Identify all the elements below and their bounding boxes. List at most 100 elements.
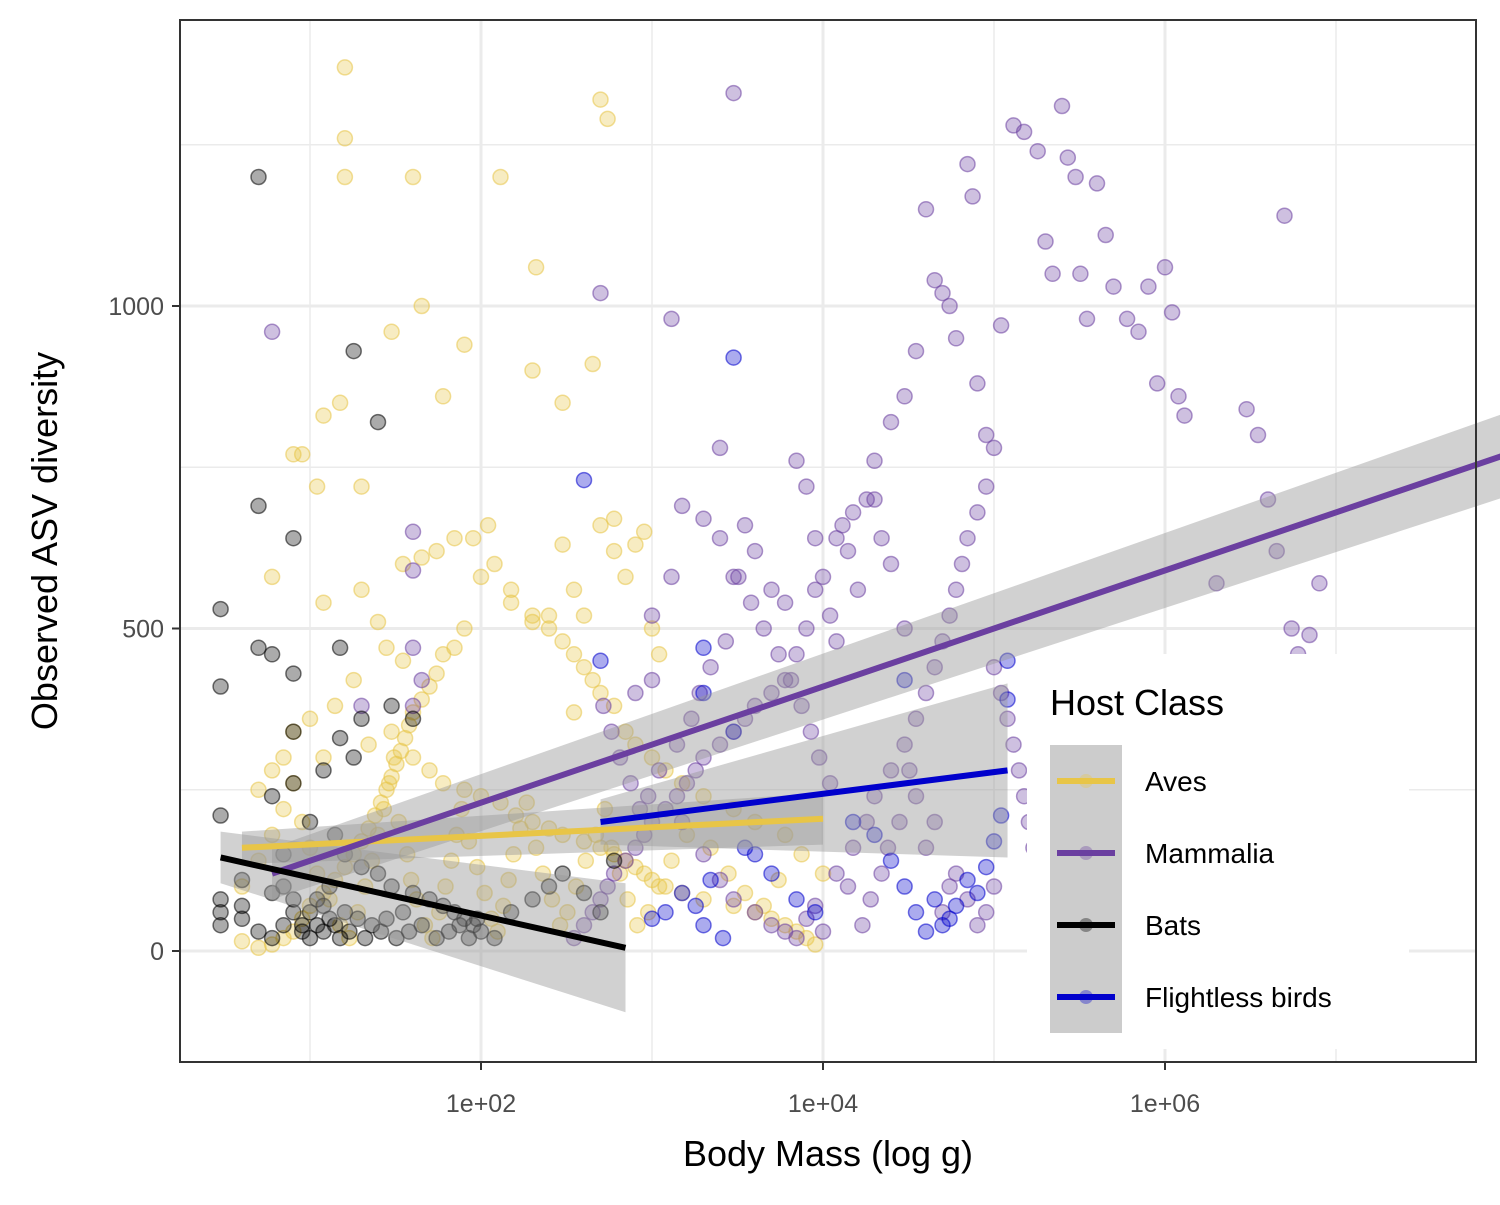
data-point <box>380 775 398 792</box>
data-point <box>882 555 900 573</box>
data-point <box>873 529 890 547</box>
data-point <box>285 529 302 547</box>
data-point <box>584 355 601 373</box>
data-point <box>363 916 381 934</box>
data-point <box>896 620 913 637</box>
data-point <box>336 59 354 76</box>
data-point <box>882 413 900 431</box>
data-point <box>421 762 438 779</box>
data-point <box>540 607 558 624</box>
data-point <box>404 562 422 579</box>
data-point <box>668 787 686 805</box>
data-point <box>992 317 1010 334</box>
data-point <box>263 787 281 805</box>
data-point <box>321 910 338 928</box>
data-point <box>605 510 623 528</box>
data-point <box>398 846 416 863</box>
data-point <box>575 658 593 676</box>
data-point <box>250 923 267 940</box>
data-point <box>212 600 229 618</box>
data-point <box>456 781 473 799</box>
confidence-band <box>220 831 626 1013</box>
data-point <box>554 536 571 553</box>
data-point <box>301 813 319 831</box>
data-point <box>650 762 668 779</box>
data-point <box>806 529 824 547</box>
data-point <box>331 394 349 412</box>
data-point <box>806 936 824 953</box>
data-point <box>394 904 412 921</box>
data-point <box>575 884 593 902</box>
data-point <box>592 284 609 302</box>
data-point <box>711 529 729 547</box>
data-point <box>336 168 354 186</box>
data-point <box>285 904 302 921</box>
data-point <box>502 581 520 599</box>
data-point <box>907 710 925 728</box>
confidence-band <box>272 414 1500 900</box>
data-point <box>746 846 764 863</box>
legend-entries: Aves Mammalia Bats Flightless birds <box>1057 766 1332 1013</box>
data-point <box>456 620 473 637</box>
data-point <box>341 923 358 940</box>
data-point <box>695 749 712 766</box>
data-point <box>301 904 319 921</box>
data-point <box>263 323 281 341</box>
data-point <box>926 891 943 908</box>
data-point <box>394 652 412 670</box>
regression-line <box>219 854 627 951</box>
data-point <box>543 891 561 908</box>
data-point <box>917 684 935 702</box>
data-point <box>999 691 1016 708</box>
data-point <box>947 581 965 599</box>
data-point <box>947 330 965 347</box>
data-point <box>605 865 623 882</box>
data-point <box>1053 97 1071 115</box>
data-point <box>814 865 832 882</box>
data-point <box>212 916 229 934</box>
data-point <box>527 839 545 857</box>
data-point <box>331 729 349 747</box>
data-point <box>275 800 292 818</box>
data-point <box>263 568 281 586</box>
regression-lines <box>219 414 1500 1013</box>
data-point <box>605 852 623 869</box>
regression-line <box>271 453 1500 877</box>
data-point <box>992 684 1010 702</box>
data-point <box>446 529 463 547</box>
data-point <box>1176 407 1193 424</box>
data-point <box>605 542 623 560</box>
legend-title: Host Class <box>1050 682 1224 723</box>
data-point <box>702 871 719 889</box>
data-point <box>788 646 805 663</box>
data-point <box>321 891 338 908</box>
data-point <box>592 904 609 921</box>
data-point <box>443 852 460 869</box>
data-point <box>575 607 593 624</box>
data-point <box>763 910 780 928</box>
data-point <box>315 762 332 779</box>
data-point <box>907 904 925 921</box>
confidence-band <box>600 683 1008 858</box>
x-tick-label: 1e+02 <box>446 1090 516 1118</box>
data-point <box>595 697 612 715</box>
data-point <box>1259 491 1277 508</box>
data-point <box>434 775 452 792</box>
data-point <box>663 310 680 328</box>
data-point <box>695 510 712 528</box>
data-point <box>500 871 517 889</box>
data-point <box>1072 265 1089 283</box>
data-point <box>977 904 995 921</box>
data-point <box>941 607 958 624</box>
data-point <box>798 620 815 637</box>
data-point <box>434 388 452 405</box>
data-point <box>331 639 349 657</box>
data-point <box>770 646 787 663</box>
data-point <box>413 297 430 315</box>
data-point <box>233 933 251 950</box>
data-point <box>1029 142 1046 160</box>
data-point <box>388 929 405 947</box>
data-point <box>619 891 636 908</box>
data-point <box>896 878 913 895</box>
